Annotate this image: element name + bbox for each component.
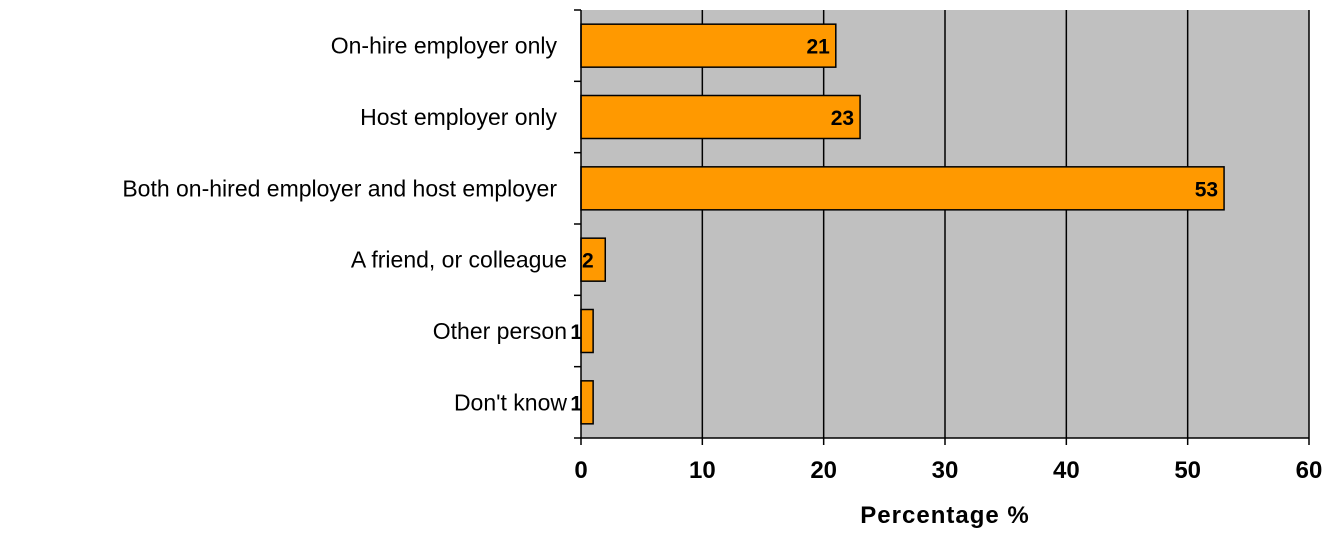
x-tick-label: 20 <box>810 457 837 484</box>
x-axis-title: Percentage % <box>860 502 1029 529</box>
category-label: Other person <box>433 318 567 344</box>
data-label: 1 <box>570 321 582 344</box>
category-label: A friend, or colleague <box>351 247 567 273</box>
gridlines <box>701 10 1310 438</box>
category-label: Don't know <box>454 389 567 415</box>
x-tick-labels: 0 10 20 30 40 50 60 <box>574 457 1322 484</box>
bar <box>580 380 594 425</box>
data-label: 53 <box>1195 178 1218 201</box>
data-label: 21 <box>806 36 830 59</box>
category-label: Host employer only <box>360 104 557 130</box>
bar <box>580 308 594 354</box>
data-label: 2 <box>582 250 594 273</box>
bar <box>580 23 837 68</box>
bars <box>580 23 1225 425</box>
category-label: On-hire employer only <box>331 33 558 59</box>
x-tick-label: 30 <box>932 457 959 484</box>
bar <box>580 166 1225 211</box>
x-tick-label: 40 <box>1053 457 1080 484</box>
axes <box>574 9 1310 445</box>
x-tick-label: 60 <box>1296 457 1323 484</box>
x-tick-label: 10 <box>689 457 716 484</box>
x-tick-label: 0 <box>574 457 587 484</box>
bar <box>580 94 861 140</box>
x-tick-label: 50 <box>1174 457 1201 484</box>
category-label: Both on-hired employer and host employer <box>122 175 557 201</box>
category-labels: On-hire employer only Host employer only B… <box>122 33 567 416</box>
data-label: 23 <box>831 107 854 130</box>
data-label: 1 <box>570 392 582 415</box>
